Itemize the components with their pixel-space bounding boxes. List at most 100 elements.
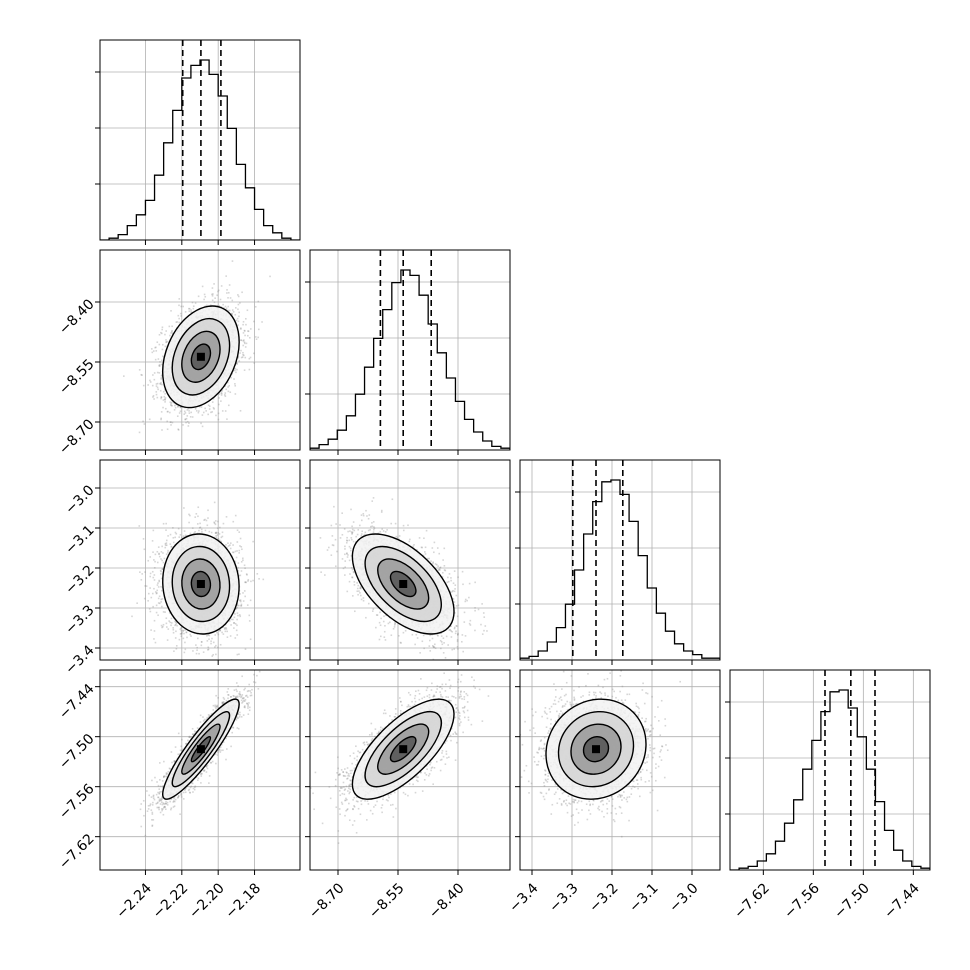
scatter-point	[234, 384, 237, 387]
scatter-point	[211, 293, 213, 296]
scatter-point	[233, 622, 235, 624]
scatter-point	[169, 543, 172, 545]
scatter-point	[160, 417, 162, 420]
scatter-point	[157, 602, 160, 604]
scatter-point	[219, 643, 222, 646]
scatter-point	[216, 527, 219, 529]
scatter-point	[226, 381, 229, 384]
scatter-point	[226, 289, 228, 291]
scatter-point	[164, 388, 166, 391]
scatter-point	[248, 620, 251, 622]
scatter-point	[207, 509, 209, 512]
scatter-point	[144, 571, 146, 573]
scatter-point	[195, 410, 198, 412]
scatter-point	[234, 613, 236, 615]
scatter-point	[160, 601, 162, 603]
scatter-point	[164, 542, 167, 545]
scatter-point	[166, 639, 169, 641]
scatter-point	[226, 418, 228, 420]
scatter-point	[184, 534, 187, 537]
scatter-point	[171, 404, 173, 407]
scatter-point	[188, 310, 191, 313]
scatter-point	[244, 581, 247, 584]
scatter-point	[208, 530, 211, 533]
scatter-point	[158, 602, 161, 605]
scatter-point	[177, 527, 180, 530]
scatter-point	[235, 556, 238, 559]
scatter-point	[157, 614, 159, 617]
scatter-point	[158, 552, 160, 555]
scatter-point	[178, 638, 181, 641]
scatter-point	[167, 628, 170, 630]
scatter-point	[171, 329, 173, 332]
scatter-point	[164, 401, 166, 403]
scatter-point	[247, 330, 249, 332]
scatter-point	[204, 518, 206, 521]
scatter-point	[215, 532, 218, 534]
scatter-point	[163, 395, 166, 398]
scatter-point	[198, 529, 200, 532]
scatter-point	[207, 413, 209, 416]
scatter-point	[217, 418, 220, 421]
scatter-point	[148, 418, 151, 421]
scatter-point	[179, 406, 182, 408]
scatter-point	[242, 354, 244, 356]
scatter-point	[255, 338, 258, 340]
scatter-point	[207, 634, 210, 636]
scatter-point	[202, 651, 205, 653]
scatter-point	[207, 648, 210, 651]
scatter-point	[169, 621, 172, 624]
scatter-point	[154, 591, 157, 593]
scatter-point	[245, 581, 248, 584]
scatter-point	[183, 651, 186, 654]
scatter-point	[152, 394, 155, 397]
scatter-point	[171, 421, 174, 424]
scatter-point	[235, 319, 238, 322]
scatter-point	[220, 672, 222, 674]
scatter-point	[189, 514, 191, 517]
scatter-point	[217, 538, 219, 541]
scatter-point	[161, 605, 163, 608]
scatter-point	[159, 361, 161, 363]
scatter-point	[162, 355, 164, 358]
scatter-point	[228, 620, 231, 622]
scatter-point	[173, 408, 176, 411]
scatter-point	[234, 367, 237, 370]
scatter-point	[170, 402, 172, 405]
scatter-point	[226, 546, 228, 549]
scatter-point	[240, 356, 243, 359]
scatter-point	[184, 648, 187, 651]
scatter-point	[207, 646, 210, 649]
scatter-point	[256, 573, 259, 575]
scatter-point	[155, 391, 158, 393]
scatter-point	[188, 513, 190, 516]
scatter-point	[211, 655, 214, 657]
scatter-point	[196, 649, 198, 651]
scatter-point	[198, 405, 201, 408]
scatter-point	[178, 304, 180, 307]
scatter-point	[161, 326, 164, 329]
scatter-point	[227, 390, 230, 393]
scatter-point	[180, 536, 183, 539]
scatter-point	[217, 412, 220, 415]
density-peak	[196, 352, 205, 361]
scatter-point	[222, 303, 224, 306]
scatter-point	[156, 550, 159, 553]
scatter-point	[234, 313, 237, 316]
scatter-point	[138, 525, 141, 527]
scatter-point	[194, 516, 197, 518]
scatter-point	[238, 315, 240, 318]
scatter-point	[219, 629, 222, 631]
scatter-point	[156, 382, 159, 385]
scatter-point	[216, 534, 219, 536]
scatter-point	[169, 533, 172, 536]
scatter-point	[152, 605, 154, 608]
scatter-point	[234, 637, 237, 639]
scatter-point	[211, 287, 214, 289]
scatter-point	[174, 620, 176, 623]
scatter-point	[153, 587, 155, 590]
scatter-point	[157, 582, 159, 584]
scatter-point	[214, 532, 217, 534]
scatter-point	[236, 634, 239, 636]
scatter-point	[175, 321, 178, 323]
